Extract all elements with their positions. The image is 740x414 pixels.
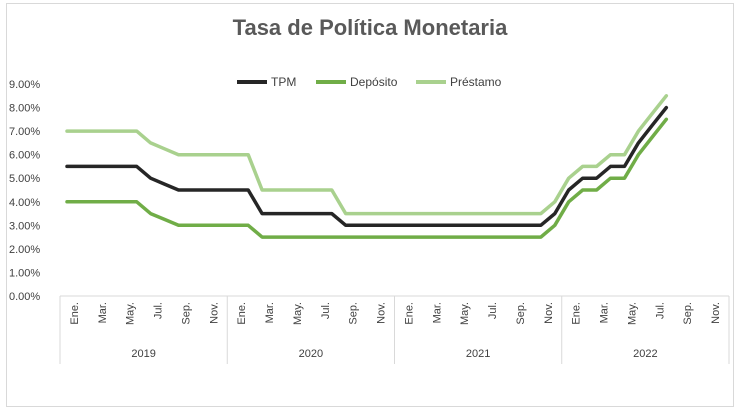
x-tick-label: Sep. [180,302,192,325]
y-tick-label: 3.00% [9,220,40,232]
chart-title: Tasa de Política Monetaria [233,15,508,40]
x-tick-label: Mar. [599,302,611,323]
x-tick-label: May. [459,302,471,325]
x-tick-label: Jul. [654,302,666,319]
chart-frame [6,3,734,407]
x-tick-label: May. [125,302,137,325]
y-tick-label: 5.00% [9,173,40,185]
y-tick-label: 7.00% [9,126,40,138]
x-tick-label: Ene. [69,302,81,325]
y-axis: 0.00% 1.00% 2.00% 3.00% 4.00% 5.00% 6.00% 7.00%… [9,79,40,303]
y-tick-label: 1.00% [9,267,40,279]
series-line-prestamo [65,94,669,216]
x-tick-label: Mar. [431,302,443,323]
x-tick-label: May. [626,302,638,325]
legend: TPM Depósito Préstamo [237,75,502,89]
series-line-deposito [65,117,669,239]
x-tick-label: Sep. [682,302,694,325]
y-tick-label: 6.00% [9,150,40,162]
x-tick-label: Jul. [487,302,499,319]
x-tick-label: Nov. [710,302,722,324]
x-tick-label: Sep. [515,302,527,325]
x-tick-label: Ene. [571,302,583,325]
x-tick-label: Ene. [236,302,248,325]
y-tick-label: 8.00% [9,103,40,115]
year-label: 2021 [466,348,490,360]
y-tick-label: 0.00% [9,291,40,303]
x-tick-label: May. [292,302,304,325]
x-tick-label: Nov. [543,302,555,324]
x-tick-label: Jul. [153,302,165,319]
legend-label: Préstamo [450,75,502,89]
x-tick-label: Jul. [320,302,332,319]
x-tick-label: Nov. [376,302,388,324]
x-tick-label: Nov. [208,302,220,324]
year-label: 2022 [633,348,657,360]
x-tick-label: Mar. [97,302,109,323]
year-label: 2019 [131,348,155,360]
x-axis: Ene. Mar. May. Jul. Sep. Nov. Ene. Mar. May. Jul.… [59,295,730,364]
legend-label: Depósito [350,75,398,89]
plot-area [65,94,669,239]
y-tick-label: 9.00% [9,79,40,91]
x-tick-label: Sep. [348,302,360,325]
series-line-tpm [65,105,669,228]
y-tick-label: 2.00% [9,244,40,256]
x-tick-label: Mar. [264,302,276,323]
y-tick-label: 4.00% [9,197,40,209]
x-tick-label: Ene. [403,302,415,325]
legend-label: TPM [271,75,296,89]
year-label: 2020 [299,348,323,360]
